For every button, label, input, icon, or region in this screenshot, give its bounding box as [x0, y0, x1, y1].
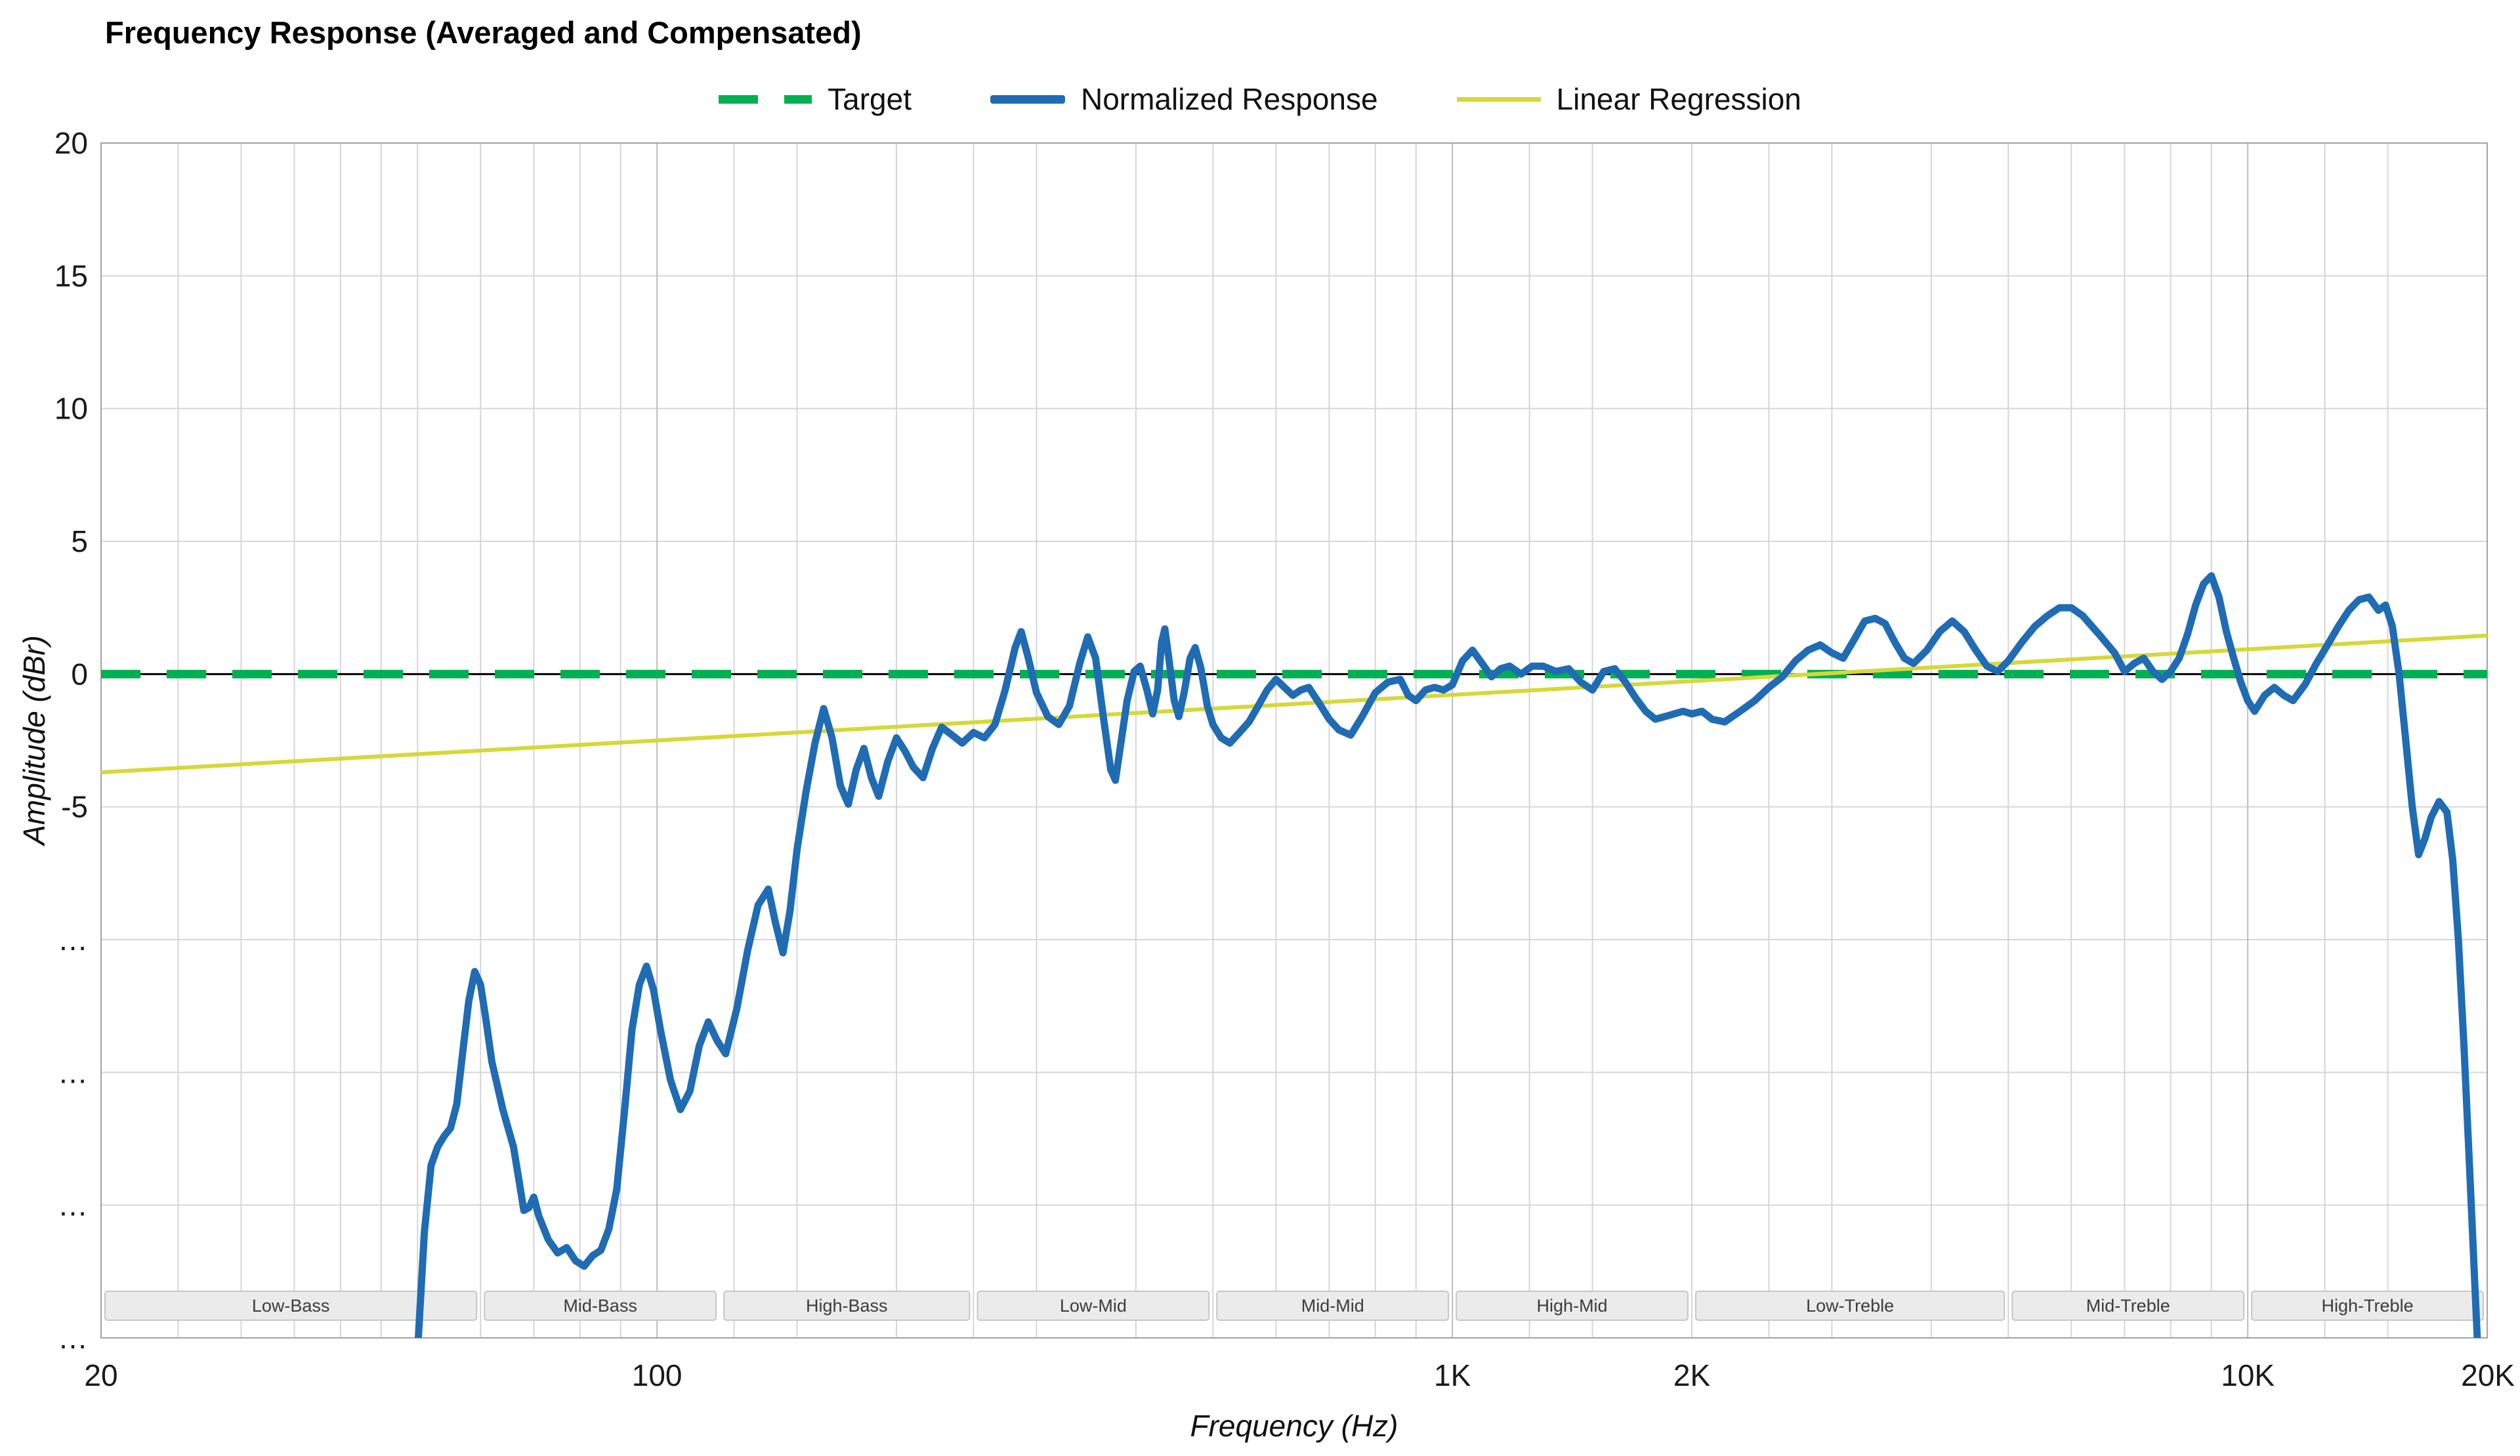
- y-tick-label: …: [58, 923, 88, 957]
- legend-label-target: Target: [828, 82, 912, 116]
- band-label: Mid-Bass: [563, 1296, 637, 1316]
- chart-frame: [100, 142, 2488, 1339]
- y-tick-label: 10: [54, 392, 88, 426]
- legend-label-normalized-response: Normalized Response: [1080, 82, 1378, 116]
- normalized-response-swatch: [990, 94, 1065, 104]
- target-line-swatch: [719, 94, 812, 104]
- y-tick-label: …: [58, 1055, 88, 1089]
- band-box: [976, 1291, 1210, 1321]
- band-label: High-Bass: [806, 1296, 888, 1316]
- x-tick-label: 20: [84, 1358, 117, 1392]
- normalized-response-line: [414, 572, 2481, 1338]
- legend-item-normalized-response[interactable]: Normalized Response: [990, 81, 1378, 117]
- x-tick-label: 20K: [2461, 1358, 2515, 1392]
- y-tick-label: 15: [54, 259, 88, 293]
- linear-regression-line: [100, 633, 2488, 775]
- band-label: Mid-Treble: [2086, 1296, 2170, 1316]
- chart-legend: Target Normalized Response Linear Regres…: [0, 81, 2520, 117]
- y-tick-label: -5: [61, 790, 88, 824]
- band-box: [2251, 1291, 2484, 1321]
- band-label: High-Treble: [2322, 1296, 2414, 1316]
- band-box: [104, 1291, 478, 1321]
- x-tick-label: 10K: [2221, 1358, 2275, 1392]
- legend-label-linear-regression: Linear Regression: [1556, 82, 1801, 116]
- y-tick-label: …: [58, 1188, 88, 1222]
- x-tick-label: 100: [632, 1358, 682, 1392]
- band-box: [723, 1291, 971, 1321]
- band-label: High-Mid: [1537, 1296, 1608, 1316]
- y-tick-label: 20: [54, 126, 88, 160]
- y-tick-label: 5: [71, 524, 88, 558]
- band-box: [1216, 1291, 1450, 1321]
- band-box: [484, 1291, 717, 1321]
- x-tick-label: 1K: [1434, 1358, 1471, 1392]
- band-label: Low-Mid: [1060, 1296, 1127, 1316]
- legend-item-target[interactable]: Target: [719, 81, 912, 117]
- chart-title: Frequency Response (Averaged and Compens…: [105, 15, 862, 50]
- band-box: [1456, 1291, 1689, 1321]
- x-axis-title: Frequency (Hz): [1190, 1409, 1398, 1443]
- y-tick-label: 0: [71, 657, 88, 691]
- band-box: [1695, 1291, 2006, 1321]
- y-tick-label: …: [58, 1321, 88, 1355]
- band-label: Low-Treble: [1806, 1296, 1894, 1316]
- linear-regression-swatch: [1456, 96, 1541, 102]
- y-axis-title: Amplitude (dBr): [17, 635, 51, 845]
- band-box: [2011, 1291, 2245, 1321]
- x-tick-label: 2K: [1673, 1358, 1711, 1392]
- legend-item-linear-regression[interactable]: Linear Regression: [1456, 81, 1801, 117]
- band-label: Mid-Mid: [1301, 1296, 1364, 1316]
- band-label: Low-Bass: [252, 1296, 330, 1316]
